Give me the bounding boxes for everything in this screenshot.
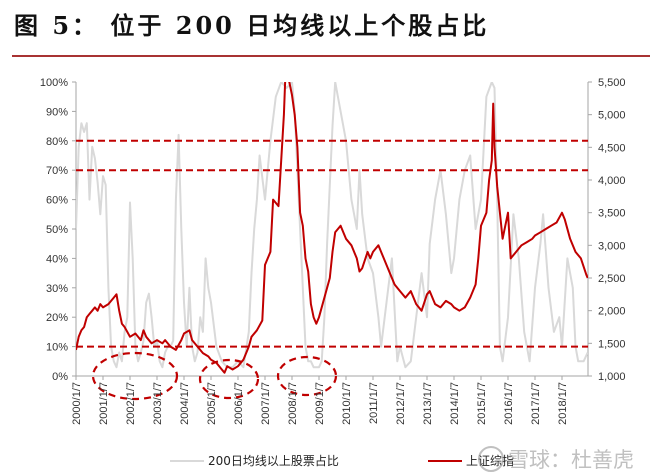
- y-left-tick-label: 60%: [46, 195, 68, 207]
- watermark: 雪球：杜善虎: [478, 444, 634, 474]
- y-right-tick-label: 1,500: [598, 338, 626, 350]
- y-left-tick-label: 30%: [46, 283, 68, 295]
- x-tick-label: 2001/1/7: [98, 382, 110, 425]
- y-left-tick-label: 50%: [46, 224, 68, 236]
- x-tick-label: 2013/1/7: [422, 382, 434, 425]
- watermark-text: 雪球：杜善虎: [508, 448, 634, 472]
- x-tick-label: 2005/1/7: [206, 382, 218, 425]
- x-tick-label: 2000/1/7: [71, 382, 83, 425]
- x-tick-label: 2012/1/7: [395, 382, 407, 425]
- y-right-tick-label: 3,500: [598, 208, 626, 220]
- title-underline: [12, 55, 650, 57]
- y-right-tick-label: 4,000: [598, 175, 626, 187]
- x-tick-label: 2014/1/7: [449, 382, 461, 425]
- x-tick-label: 2016/1/7: [503, 382, 515, 425]
- x-tick-label: 2007/1/7: [260, 382, 272, 425]
- y-right-tick-label: 1,000: [598, 371, 626, 383]
- series-shanghai-composite: [76, 82, 588, 374]
- x-axis-labels: 2000/1/7 2001/1/7 2002/1/7 2003/1/7 2004/1/7…: [71, 382, 569, 425]
- y-right-tick-label: 2,500: [598, 273, 626, 285]
- y-left-tick-label: 90%: [46, 106, 68, 118]
- y-right-tick-label: 3,000: [598, 240, 626, 252]
- y-right-tick-label: 4,500: [598, 142, 626, 154]
- x-tick-label: 2017/1/7: [530, 382, 542, 425]
- y-left-tick-label: 100%: [40, 77, 68, 89]
- x-tick-label: 2002/1/7: [125, 382, 137, 425]
- chart-axes: 0% 10% 20% 30% 40% 50% 60% 70% 80% 90% 100% 1,000 1,…: [40, 77, 626, 383]
- y-left-tick-label: 0%: [52, 371, 68, 383]
- x-tick-label: 2018/1/7: [557, 382, 569, 425]
- legend-swatch-gray: [170, 459, 204, 462]
- x-tick-label: 2010/1/7: [341, 382, 353, 425]
- y-left-tick-label: 10%: [46, 342, 68, 354]
- x-tick-label: 2015/1/7: [476, 382, 488, 425]
- legend-label: 200日均线以上股票占比: [208, 454, 339, 468]
- x-tick-label: 2008/1/7: [287, 382, 299, 425]
- y-left-tick-label: 40%: [46, 253, 68, 265]
- y-right-tick-label: 5,000: [598, 110, 626, 122]
- reference-lines: [76, 139, 588, 348]
- x-tick-label: 2011/1/7: [368, 382, 380, 424]
- x-tick-label: 2004/1/7: [179, 382, 191, 425]
- y-right-tick-label: 2,000: [598, 306, 626, 318]
- legend-swatch-red: [428, 459, 462, 462]
- x-tick-label: 2009/1/7: [314, 382, 326, 425]
- series-above-200ma-share: [76, 82, 588, 369]
- y-left-tick-label: 80%: [46, 136, 68, 148]
- annotation-ellipses: [91, 351, 338, 401]
- y-right-tick-label: 5,500: [598, 77, 626, 89]
- snowball-logo-icon: [478, 446, 504, 472]
- y-left-tick-label: 20%: [46, 312, 68, 324]
- x-tick-label: 2006/1/7: [233, 382, 245, 425]
- legend-item-gray: 200日均线以上股票占比: [170, 452, 339, 469]
- y-left-tick-label: 70%: [46, 165, 68, 177]
- figure-title: 图 5： 位于 200 日均线以上个股占比: [14, 11, 490, 40]
- x-tick-label: 2003/1/7: [152, 382, 164, 425]
